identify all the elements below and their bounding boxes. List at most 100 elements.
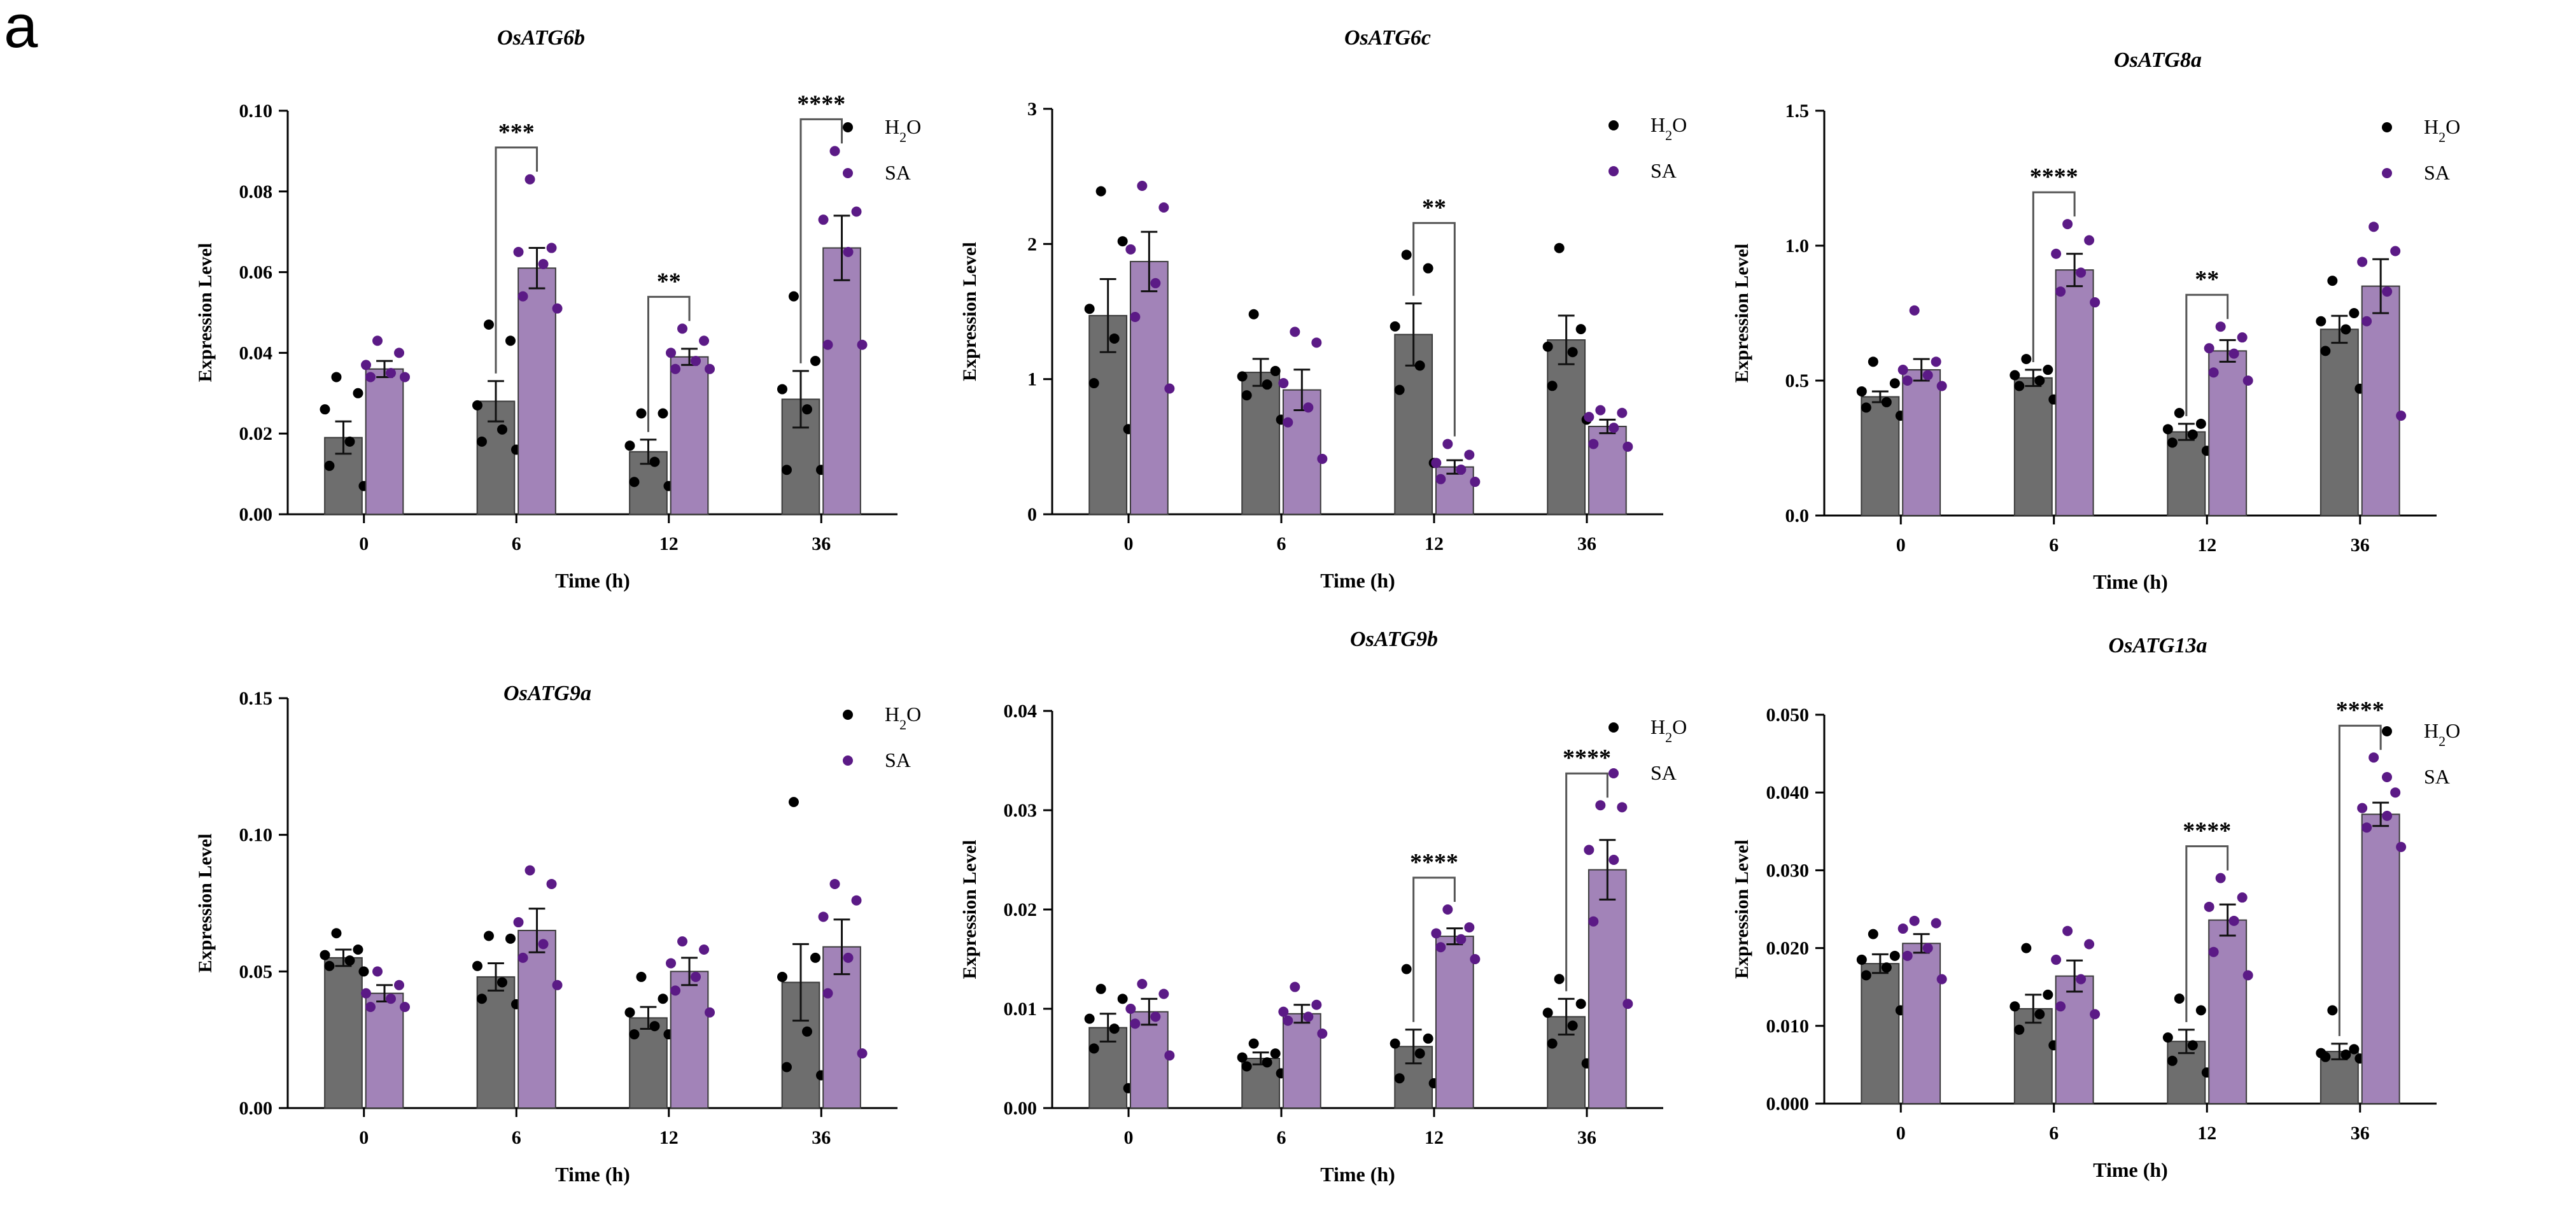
data-point xyxy=(1608,423,1619,433)
data-point xyxy=(505,933,516,944)
data-point xyxy=(2055,286,2066,297)
bar xyxy=(324,957,363,1109)
data-point xyxy=(801,404,812,415)
data-point xyxy=(2215,873,2226,883)
x-tick-label: 36 xyxy=(2351,535,2370,556)
data-point xyxy=(1897,365,1908,376)
data-point xyxy=(1470,477,1481,488)
data-point xyxy=(524,174,535,185)
data-point xyxy=(1567,347,1578,358)
data-point xyxy=(2167,437,2178,448)
data-point xyxy=(1283,1015,1293,1026)
data-point xyxy=(344,955,355,966)
data-point xyxy=(1164,383,1175,394)
data-point xyxy=(476,994,487,1004)
data-point xyxy=(1137,181,1148,192)
data-point xyxy=(1881,397,1892,407)
data-point xyxy=(2162,1032,2173,1043)
significance-label: **** xyxy=(1563,745,1611,771)
bar xyxy=(670,356,709,515)
data-point xyxy=(320,950,330,960)
bar xyxy=(1902,943,1941,1104)
data-point xyxy=(2327,1005,2338,1016)
data-point xyxy=(372,335,383,346)
data-point xyxy=(1084,1013,1095,1024)
data-point xyxy=(2349,1044,2360,1055)
data-point xyxy=(2237,332,2248,343)
data-point xyxy=(1088,1043,1099,1054)
data-point xyxy=(365,372,376,383)
data-point xyxy=(2357,803,2368,813)
data-point xyxy=(1401,249,1412,260)
data-point xyxy=(2062,219,2073,230)
data-point xyxy=(400,372,411,383)
data-point xyxy=(1897,924,1908,934)
data-point xyxy=(2051,248,2062,259)
data-point xyxy=(777,384,787,395)
y-tick-label: 0 xyxy=(1027,504,1037,525)
data-point xyxy=(496,424,507,435)
legend-label: H2O xyxy=(1650,113,1687,143)
data-point xyxy=(1575,999,1586,1009)
data-point xyxy=(1902,376,1913,386)
data-point xyxy=(1547,1038,1558,1049)
significance-bracket xyxy=(2185,293,2229,416)
chart-title: OsATG6c xyxy=(1344,26,1431,50)
data-point xyxy=(1237,1052,1248,1063)
data-point xyxy=(658,408,668,419)
data-point xyxy=(2043,365,2053,376)
data-point xyxy=(801,1026,812,1037)
data-point xyxy=(2162,424,2173,435)
data-point xyxy=(1088,378,1099,389)
data-point xyxy=(2187,429,2198,440)
y-tick-label: 0.5 xyxy=(1785,370,1810,391)
data-point xyxy=(1390,1038,1400,1049)
data-point xyxy=(1435,942,1446,953)
data-point xyxy=(1158,988,1169,999)
data-point xyxy=(1248,1038,1259,1049)
data-point xyxy=(2195,418,2206,429)
y-tick-label: 0.01 xyxy=(1004,999,1038,1020)
data-point xyxy=(677,936,688,947)
legend-marker xyxy=(1608,768,1619,778)
chart-title: OsATG13a xyxy=(2109,634,2207,657)
significance-bracket xyxy=(495,146,538,374)
data-point xyxy=(691,356,701,367)
data-point xyxy=(1109,333,1120,344)
data-point xyxy=(361,360,372,370)
data-point xyxy=(2009,370,2020,381)
data-point xyxy=(1158,202,1169,213)
chart-title: OsATG8a xyxy=(2114,48,2202,72)
y-tick-label: 0.00 xyxy=(1004,1098,1038,1119)
data-point xyxy=(1588,439,1599,449)
significance-bracket xyxy=(1565,772,1608,992)
data-point xyxy=(1414,360,1425,371)
y-tick-label: 0.15 xyxy=(239,688,273,709)
data-point xyxy=(1137,979,1148,989)
data-point xyxy=(1889,378,1900,389)
data-point xyxy=(1922,370,1933,381)
y-tick-label: 0.0 xyxy=(1785,505,1810,526)
data-point xyxy=(2084,235,2095,246)
data-point xyxy=(2361,822,2372,833)
y-tick-label: 0.000 xyxy=(1766,1093,1810,1114)
data-point xyxy=(476,436,487,447)
x-tick-label: 12 xyxy=(659,533,679,554)
x-tick-label: 36 xyxy=(812,1127,831,1148)
x-tick-label: 0 xyxy=(1124,533,1134,554)
y-tick-label: 0.050 xyxy=(1766,705,1810,726)
data-point xyxy=(1464,922,1475,933)
bar xyxy=(2013,1008,2053,1105)
data-point xyxy=(2021,354,2032,365)
bar xyxy=(1587,869,1627,1109)
legend-label: H2O xyxy=(885,115,921,145)
data-point xyxy=(320,404,330,415)
data-point xyxy=(386,994,397,1004)
y-tick-label: 0.00 xyxy=(239,504,273,525)
data-point xyxy=(705,363,715,374)
significance-label: *** xyxy=(498,119,535,146)
data-point xyxy=(2204,901,2214,912)
data-point xyxy=(636,971,647,982)
data-point xyxy=(636,408,647,419)
